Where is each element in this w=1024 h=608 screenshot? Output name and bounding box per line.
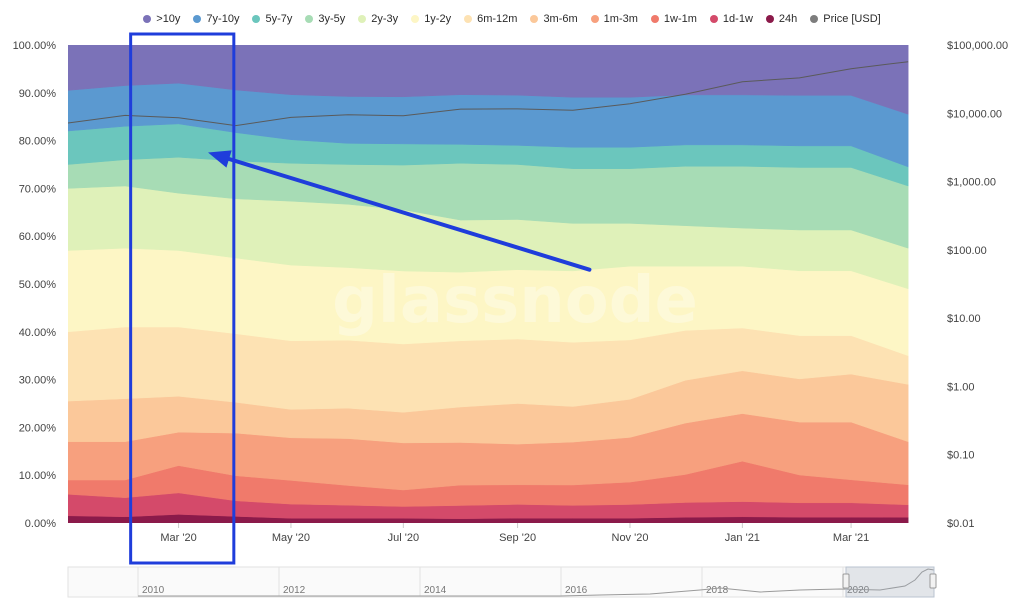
y-axis-left: 0.00% 10.00% 20.00% 30.00% 40.00% 50.00% 60.00… bbox=[13, 40, 57, 530]
y2-tick-label: $0.01 bbox=[947, 518, 975, 530]
y-tick-label: 40.00% bbox=[19, 327, 57, 339]
legend-dot-icon bbox=[464, 15, 473, 23]
navigator-price-line bbox=[138, 568, 935, 597]
y-tick-label: 30.00% bbox=[19, 375, 57, 387]
highlight-box bbox=[129, 32, 236, 565]
y2-tick-label: $1.00 bbox=[947, 381, 975, 393]
legend-item-price-usd[interactable]: Price [USD] bbox=[810, 13, 881, 25]
y-axis-right: $0.01 $0.10 $1.00 $10.00 $100.00 $1,000.00 $10… bbox=[947, 40, 1008, 530]
y-tick-label: 80.00% bbox=[19, 136, 57, 148]
price-line-group bbox=[68, 61, 909, 127]
y-tick-label: 0.00% bbox=[25, 518, 56, 530]
y-tick-label: 50.00% bbox=[19, 279, 57, 291]
legend-label: 24h bbox=[778, 13, 798, 25]
legend-dot-icon bbox=[590, 15, 599, 23]
y2-tick-label: $0.10 bbox=[947, 450, 975, 462]
price-line bbox=[68, 61, 909, 127]
legend-item-1d-1w[interactable]: 1d-1w bbox=[709, 13, 753, 25]
y-tick-label: 70.00% bbox=[19, 183, 57, 195]
navigator-year-label: 2014 bbox=[424, 585, 447, 596]
x-tick-label: Mar '20 bbox=[160, 532, 196, 544]
legend-dot-icon bbox=[252, 15, 261, 23]
navigator-year-label: 2018 bbox=[706, 585, 729, 596]
annotation-layer bbox=[129, 32, 592, 565]
y-tick-label: 10.00% bbox=[19, 470, 57, 482]
navigator-year-label: 2012 bbox=[283, 585, 306, 596]
y-tick-label: 100.00% bbox=[13, 40, 57, 52]
navigator-track[interactable] bbox=[67, 566, 935, 598]
navigator-selected-range[interactable] bbox=[845, 566, 935, 598]
arrow-shaft bbox=[227, 157, 592, 272]
x-tick-label: Nov '20 bbox=[612, 532, 649, 544]
navigator-year-label: 2020 bbox=[847, 585, 870, 596]
y2-tick-label: $10,000.00 bbox=[947, 108, 1002, 120]
legend-dot-icon bbox=[143, 15, 152, 23]
x-tick-label: Mar '21 bbox=[833, 532, 869, 544]
legend-dot-icon bbox=[530, 15, 539, 23]
legend-label: 3y-5y bbox=[318, 13, 346, 25]
legend-label: >10y bbox=[156, 13, 181, 25]
legend-item-6m-12m[interactable]: 6m-12m bbox=[464, 13, 517, 25]
legend-item-7y-10y[interactable]: 7y-10y bbox=[193, 13, 239, 25]
navigator-right-handle[interactable] bbox=[929, 573, 937, 589]
y-tick-label: 20.00% bbox=[19, 422, 57, 434]
y2-tick-label: $10.00 bbox=[947, 313, 981, 325]
legend-label: 1d-1w bbox=[722, 13, 753, 25]
legend-dot-icon bbox=[358, 15, 367, 23]
legend-dot-icon bbox=[193, 15, 202, 23]
y2-tick-label: $1,000.00 bbox=[947, 177, 996, 189]
legend-label: 3m-6m bbox=[543, 13, 578, 25]
navigator-left-handle[interactable] bbox=[842, 573, 850, 589]
navigator: 2010 2012 2014 2016 2018 2020 bbox=[67, 566, 937, 598]
area-gt10y bbox=[68, 45, 909, 115]
y-tick-label: 90.00% bbox=[19, 88, 57, 100]
x-tick-label: Sep '20 bbox=[499, 532, 536, 544]
legend-label: 2y-3y bbox=[371, 13, 399, 25]
legend-label: 5y-7y bbox=[265, 13, 293, 25]
legend-label: 1y-2y bbox=[424, 13, 452, 25]
legend-item-5y-7y[interactable]: 5y-7y bbox=[252, 13, 292, 25]
navigator-year-label: 2010 bbox=[142, 585, 165, 596]
y2-tick-label: $100,000.00 bbox=[947, 40, 1008, 52]
legend-item-1m-3m[interactable]: 1m-3m bbox=[590, 13, 638, 25]
legend-dot-icon bbox=[411, 15, 420, 23]
legend-label: 7y-10y bbox=[206, 13, 240, 25]
legend-item-gt10y[interactable]: >10y bbox=[143, 13, 180, 25]
legend-item-1y-2y[interactable]: 1y-2y bbox=[411, 13, 451, 25]
legend-item-24h[interactable]: 24h bbox=[765, 13, 798, 25]
legend-label: 1m-3m bbox=[603, 13, 638, 25]
y2-tick-label: $100.00 bbox=[947, 245, 987, 257]
legend-label: 6m-12m bbox=[477, 13, 518, 25]
legend-dot-icon bbox=[810, 15, 819, 23]
legend-item-3m-6m[interactable]: 3m-6m bbox=[530, 13, 578, 25]
legend-dot-icon bbox=[765, 15, 774, 23]
legend-dot-icon bbox=[305, 15, 314, 23]
legend-item-1w-1m[interactable]: 1w-1m bbox=[650, 13, 697, 25]
watermark: glassnode bbox=[332, 264, 698, 338]
x-tick-label: Jan '21 bbox=[725, 532, 760, 544]
legend-item-3y-5y[interactable]: 3y-5y bbox=[305, 13, 345, 25]
legend-dot-icon bbox=[709, 15, 718, 23]
x-tick-label: Jul '20 bbox=[388, 532, 419, 544]
chart-legend: >10y 7y-10y 5y-7y 3y-5y 2y-3y 1y-2y 6m-12m 3m-6… bbox=[0, 10, 1024, 28]
y-tick-label: 60.00% bbox=[19, 231, 57, 243]
legend-item-2y-3y[interactable]: 2y-3y bbox=[358, 13, 398, 25]
legend-label: Price [USD] bbox=[823, 13, 881, 25]
legend-dot-icon bbox=[650, 15, 659, 23]
navigator-year-label: 2016 bbox=[565, 585, 588, 596]
x-tick-label: May '20 bbox=[272, 532, 310, 544]
x-axis: Mar '20 May '20 Jul '20 Sep '20 Nov '20 Jan '… bbox=[160, 523, 869, 544]
arrow-head-icon bbox=[208, 150, 232, 168]
legend-label: 1w-1m bbox=[663, 13, 697, 25]
